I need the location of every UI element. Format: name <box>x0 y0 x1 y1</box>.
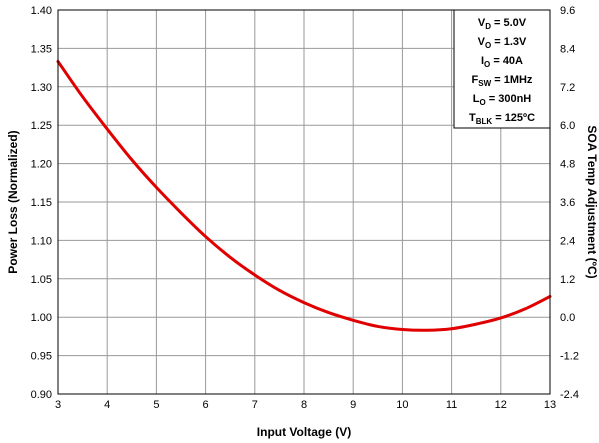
x-axis-title: Input Voltage (V) <box>257 425 351 439</box>
y-tick-label: 1.15 <box>31 197 52 209</box>
x-tick-label: 6 <box>203 399 209 411</box>
condition-line: TBLK = 125ºC <box>469 112 535 126</box>
conditions-box: VD = 5.0V VO = 1.3V IO = 40A FSW = 1MHz LO =… <box>453 9 551 129</box>
y2-tick-label: 3.6 <box>560 197 575 209</box>
y-tick-label: 1.30 <box>31 82 52 94</box>
y-tick-label: 1.00 <box>31 312 52 324</box>
series <box>56 59 552 332</box>
ticks: 3 4 5 6 7 8 9 10 11 12 13 0.90 -2.4 0.95 -1.2 1.00 0.0 1.… <box>31 5 579 411</box>
series-line <box>56 59 552 332</box>
y2-tick-label: -1.2 <box>560 351 579 363</box>
y-tick-label: 0.90 <box>31 389 52 401</box>
y-tick-label: 1.20 <box>31 159 52 171</box>
y-tick-label: 1.40 <box>31 5 52 17</box>
x-tick-label: 4 <box>104 399 110 411</box>
y-tick-label: 1.10 <box>31 235 52 247</box>
plot-border <box>57 9 551 395</box>
y2-tick-label: 4.8 <box>560 159 575 171</box>
y-tick-label: 1.35 <box>31 43 52 55</box>
condition-line: IO = 40A <box>481 55 523 69</box>
y2-axis-title: SOA Temp Adjustment (ºC) <box>585 125 599 278</box>
y2-tick-label: 0.0 <box>560 312 575 324</box>
x-tick-label: 9 <box>350 399 356 411</box>
condition-line: VD = 5.0V <box>478 17 527 31</box>
x-tick-label: 10 <box>396 399 408 411</box>
x-tick-label: 7 <box>252 399 258 411</box>
y-tick-label: 1.25 <box>31 120 52 132</box>
x-tick-label: 11 <box>446 399 457 411</box>
conditions-box-frame <box>453 9 551 129</box>
x-tick-label: 8 <box>301 399 307 411</box>
x-tick-label: 3 <box>55 399 61 411</box>
condition-line: LO = 300nH <box>473 93 532 107</box>
y2-tick-label: 7.2 <box>560 82 575 94</box>
y-tick-label: 0.95 <box>31 351 52 363</box>
x-tick-label: 13 <box>544 399 556 411</box>
y2-tick-label: 6.0 <box>560 120 575 132</box>
y2-tick-label: 1.2 <box>560 274 575 286</box>
condition-line: VO = 1.3V <box>478 36 527 50</box>
y-axis-title: Power Loss (Normalized) <box>6 130 20 273</box>
x-tick-label: 5 <box>153 399 159 411</box>
y2-tick-label: 2.4 <box>560 235 575 247</box>
y2-tick-label: 8.4 <box>560 43 575 55</box>
x-tick-label: 12 <box>495 399 507 411</box>
y2-tick-label: 9.6 <box>560 5 575 17</box>
condition-line: FSW = 1MHz <box>472 74 533 88</box>
y2-tick-label: -2.4 <box>560 389 579 401</box>
y-tick-label: 1.05 <box>31 274 52 286</box>
